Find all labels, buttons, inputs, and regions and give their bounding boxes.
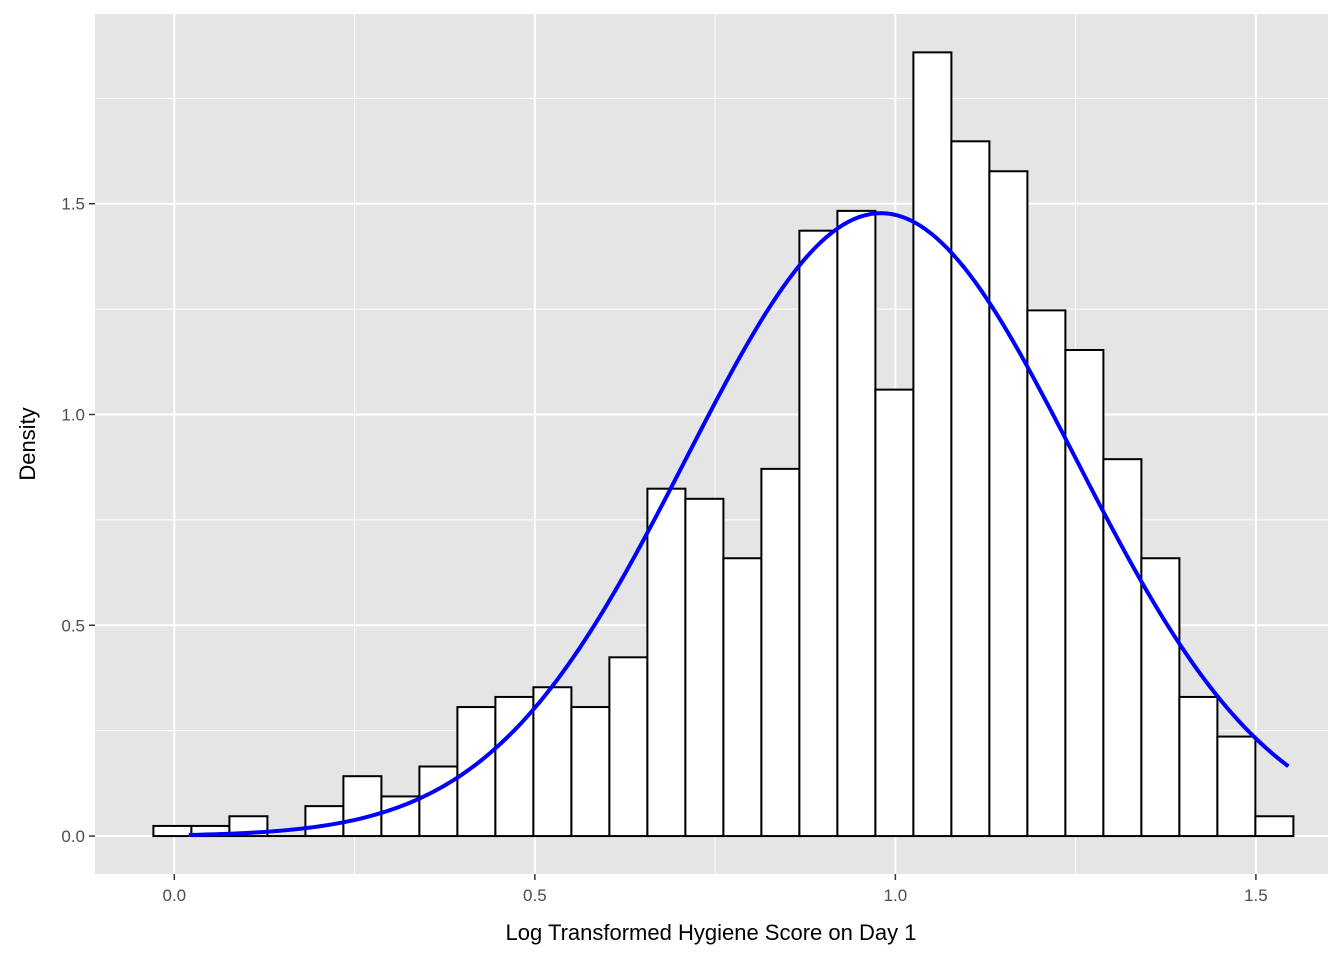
histogram-bar xyxy=(722,557,763,838)
x-tick-label: 1.5 xyxy=(1244,886,1268,905)
histogram-bar xyxy=(1026,309,1067,838)
histogram-bar xyxy=(1254,815,1295,838)
x-tick-label: 1.0 xyxy=(884,886,908,905)
y-axis-title: Density xyxy=(15,407,40,480)
histogram-bar xyxy=(418,765,459,838)
histogram-bar xyxy=(152,824,193,838)
histogram-bar xyxy=(950,140,991,838)
histogram-bar xyxy=(760,467,801,838)
y-tick-label: 0.0 xyxy=(61,827,85,846)
histogram-bar xyxy=(912,51,953,838)
histogram-bar xyxy=(570,706,611,838)
histogram-bar xyxy=(798,229,839,838)
histogram-bar xyxy=(646,487,687,838)
histogram-bar xyxy=(304,805,345,838)
x-tick-label: 0.0 xyxy=(162,886,186,905)
x-axis-title: Log Transformed Hygiene Score on Day 1 xyxy=(506,920,917,945)
y-tick-label: 1.5 xyxy=(61,195,85,214)
histogram-bar xyxy=(532,686,573,838)
histogram-bar xyxy=(1216,735,1257,838)
histogram-bar xyxy=(684,497,725,838)
x-tick-label: 0.5 xyxy=(523,886,547,905)
histogram-bar xyxy=(874,388,915,838)
histogram-bar xyxy=(342,775,383,838)
histogram-bar xyxy=(988,170,1029,838)
y-tick-label: 0.5 xyxy=(61,616,85,635)
histogram-bar xyxy=(1140,557,1181,838)
histogram-bar xyxy=(608,656,649,838)
histogram-bar xyxy=(836,209,877,838)
histogram-bar xyxy=(1178,695,1219,838)
histogram-bar xyxy=(1102,458,1143,838)
y-tick-label: 1.0 xyxy=(61,405,85,424)
x-axis-ticks: 0.0 0.5 1.0 1.5 xyxy=(162,874,1268,905)
normal-density-curve xyxy=(188,211,1290,837)
histogram-bar xyxy=(1064,348,1105,838)
histogram-bar xyxy=(494,695,535,838)
y-axis-ticks: 0.0 0.5 1.0 1.5 xyxy=(61,195,95,846)
